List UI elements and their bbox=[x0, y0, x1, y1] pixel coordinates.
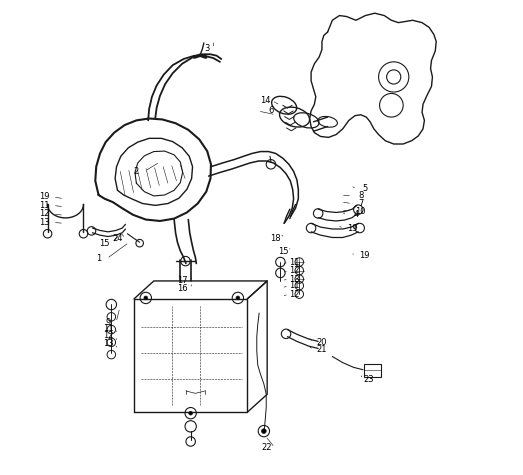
Text: 15: 15 bbox=[99, 238, 110, 247]
Text: 10: 10 bbox=[356, 207, 366, 216]
Text: 20: 20 bbox=[317, 338, 327, 347]
Text: 12: 12 bbox=[103, 331, 113, 340]
Text: 11: 11 bbox=[289, 281, 300, 290]
Text: 12: 12 bbox=[289, 266, 300, 275]
Text: 6: 6 bbox=[268, 106, 274, 115]
Text: 22: 22 bbox=[261, 443, 271, 452]
Bar bbox=[363, 363, 381, 377]
Circle shape bbox=[144, 296, 147, 300]
Text: 7: 7 bbox=[358, 199, 363, 208]
Text: 21: 21 bbox=[317, 345, 327, 354]
Text: 2: 2 bbox=[134, 167, 139, 176]
Text: 18: 18 bbox=[270, 234, 281, 243]
Text: 11: 11 bbox=[103, 323, 113, 332]
Text: 13: 13 bbox=[289, 275, 300, 284]
Text: 11: 11 bbox=[39, 201, 50, 210]
Text: 15: 15 bbox=[278, 247, 289, 256]
Text: 12: 12 bbox=[39, 209, 50, 218]
Circle shape bbox=[236, 296, 240, 300]
Text: 13: 13 bbox=[39, 218, 50, 227]
Text: 23: 23 bbox=[363, 375, 373, 384]
Text: 11: 11 bbox=[289, 257, 300, 266]
Text: 12: 12 bbox=[289, 290, 300, 299]
Text: 13: 13 bbox=[103, 339, 113, 348]
Circle shape bbox=[189, 411, 192, 415]
Text: 19: 19 bbox=[347, 224, 358, 233]
Text: 16: 16 bbox=[177, 284, 187, 293]
Text: 17: 17 bbox=[177, 276, 187, 285]
Text: 4: 4 bbox=[354, 210, 359, 219]
Text: 5: 5 bbox=[363, 184, 368, 193]
Text: 19: 19 bbox=[39, 192, 50, 201]
Text: 3: 3 bbox=[204, 44, 210, 53]
Text: 1: 1 bbox=[96, 254, 101, 263]
Text: 19: 19 bbox=[359, 251, 370, 260]
Text: 9: 9 bbox=[106, 318, 111, 327]
Text: 14: 14 bbox=[260, 96, 270, 105]
Text: 24: 24 bbox=[112, 234, 123, 243]
Text: 8: 8 bbox=[358, 191, 363, 200]
Circle shape bbox=[262, 429, 266, 434]
